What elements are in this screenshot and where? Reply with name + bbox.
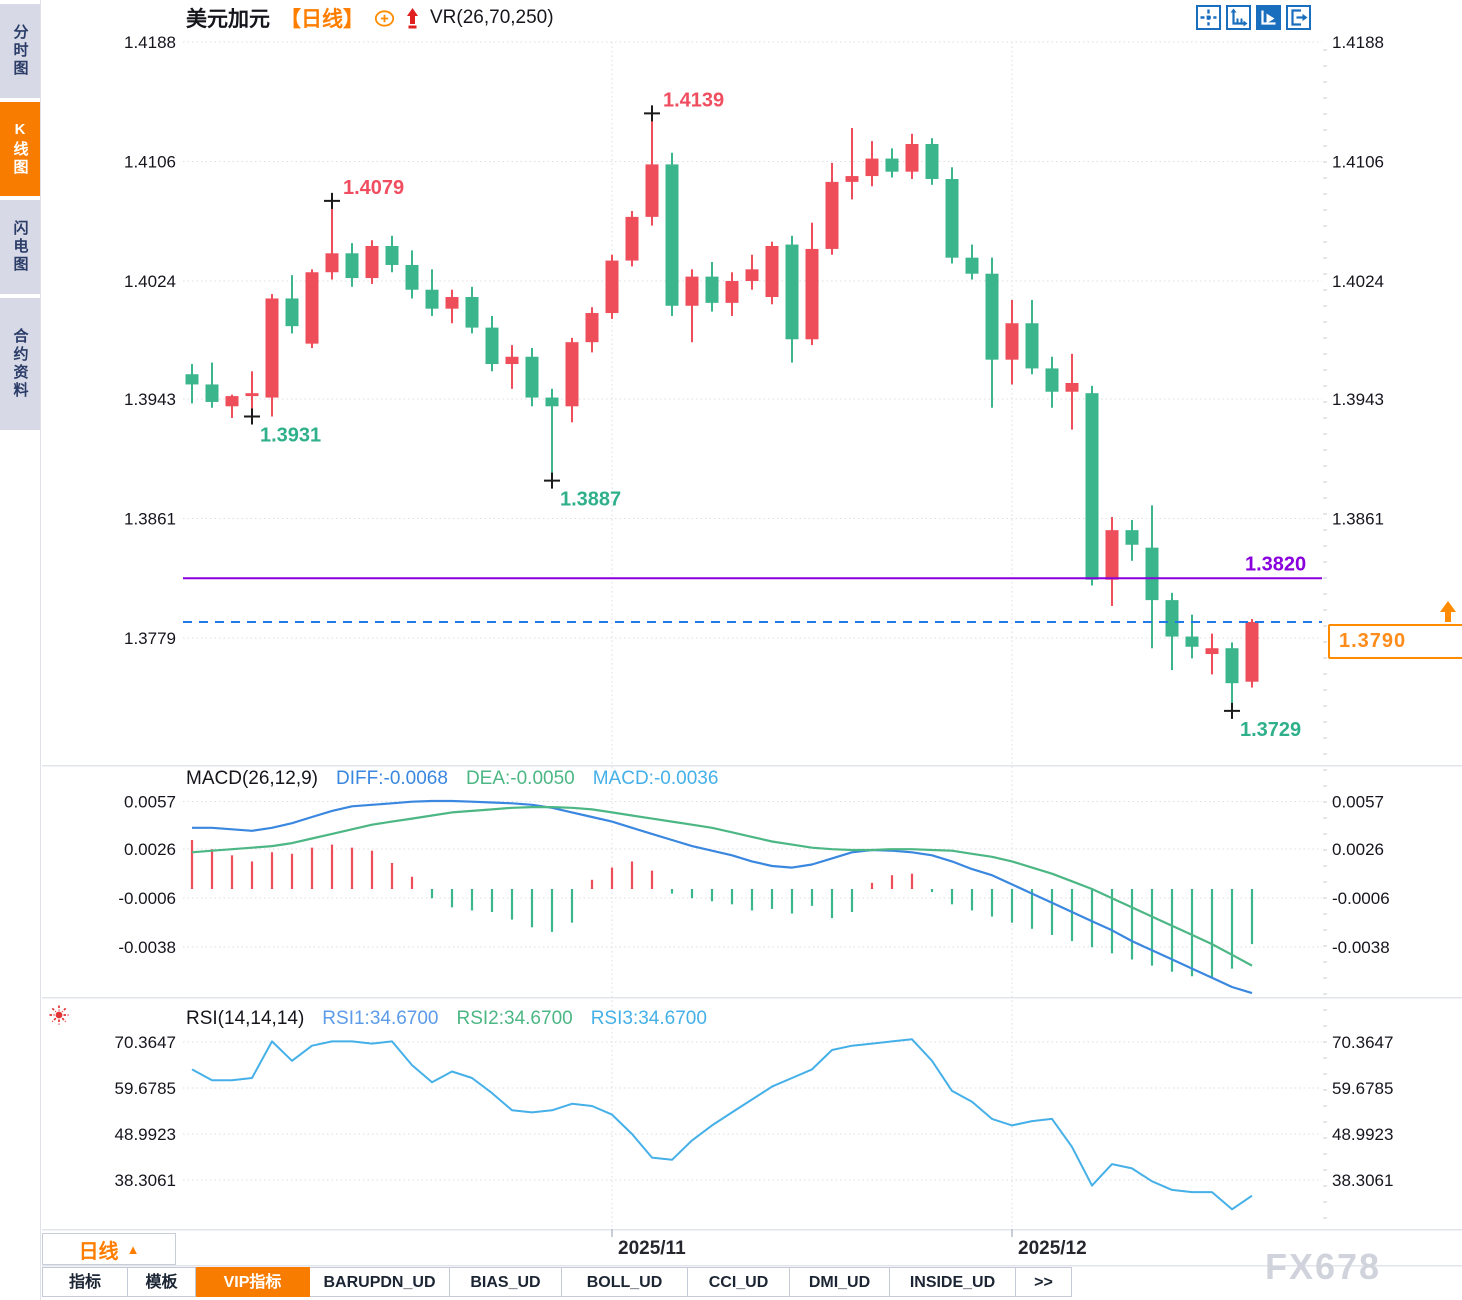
svg-text:1.4106: 1.4106 xyxy=(1332,152,1384,171)
alert-sun-icon[interactable] xyxy=(48,1004,70,1031)
auto-play-icon[interactable] xyxy=(1256,5,1281,30)
svg-text:0.0057: 0.0057 xyxy=(124,793,176,812)
svg-text:2025/12: 2025/12 xyxy=(1018,1238,1087,1259)
exit-right-icon[interactable] xyxy=(1286,5,1311,30)
svg-text:59.6785: 59.6785 xyxy=(1332,1079,1393,1098)
svg-text:1.3729: 1.3729 xyxy=(1240,719,1301,741)
svg-text:1.4024: 1.4024 xyxy=(1332,272,1384,291)
tab-boll-ud[interactable]: BOLL_UD xyxy=(562,1267,688,1297)
period-label: 日线 xyxy=(78,1240,119,1263)
sidebar-item-lightning-chart[interactable]: 闪电图 xyxy=(0,200,40,294)
tab-cci-ud[interactable]: CCI_UD xyxy=(688,1267,790,1297)
candles-layer xyxy=(185,113,1259,711)
svg-text:-0.0006: -0.0006 xyxy=(118,889,176,908)
symbol-title: 美元加元 xyxy=(186,8,270,31)
current-price-box: 1.3790 xyxy=(1328,624,1462,659)
svg-text:1.3931: 1.3931 xyxy=(260,425,321,447)
svg-text:1.3820: 1.3820 xyxy=(1245,553,1306,575)
svg-text:1.3779: 1.3779 xyxy=(124,629,176,648)
svg-text:0.0026: 0.0026 xyxy=(124,840,176,859)
svg-text:-0.0038: -0.0038 xyxy=(1332,938,1390,957)
annotations-layer: 1.4079 1.4139 1.3931 1.3887 1.3729 xyxy=(244,89,1301,741)
svg-text:1.4024: 1.4024 xyxy=(124,272,176,291)
macd-dea-value: DEA:-0.0050 xyxy=(465,768,575,789)
tab-barupdn-ud[interactable]: BARUPDN_UD xyxy=(310,1267,450,1297)
svg-text:1.4188: 1.4188 xyxy=(124,33,176,52)
svg-text:1.4106: 1.4106 xyxy=(124,152,176,171)
watermark: FX678 xyxy=(1265,1246,1382,1287)
svg-text:1.3943: 1.3943 xyxy=(124,390,176,409)
svg-text:38.3061: 38.3061 xyxy=(1332,1171,1393,1190)
rsi-layer xyxy=(191,1038,1253,1211)
tab-inside-ud[interactable]: INSIDE_UD xyxy=(890,1267,1016,1297)
up-arrow-icon xyxy=(405,7,420,30)
svg-text:0.0026: 0.0026 xyxy=(1332,840,1384,859)
price-up-arrow-icon xyxy=(1440,601,1456,612)
svg-text:1.3861: 1.3861 xyxy=(124,510,176,529)
tab-more[interactable]: >> xyxy=(1016,1267,1072,1297)
svg-text:0.0057: 0.0057 xyxy=(1332,793,1384,812)
rsi3-value: RSI3:34.6700 xyxy=(590,1008,707,1029)
current-price-value: 1.3790 xyxy=(1339,630,1407,652)
macd-title: MACD(26,12,9) xyxy=(186,768,318,789)
tab-templates[interactable]: 模板 xyxy=(128,1267,196,1297)
triangle-up-icon: ▲ xyxy=(126,1241,140,1257)
macd-header: MACD(26,12,9) DIFF:-0.0068 DEA:-0.0050 M… xyxy=(186,768,718,790)
svg-text:70.3647: 70.3647 xyxy=(1332,1033,1393,1052)
svg-text:48.9923: 48.9923 xyxy=(115,1125,176,1144)
crosshair-move-icon[interactable] xyxy=(1196,5,1221,30)
rsi-header: RSI(14,14,14) RSI1:34.6700 RSI2:34.6700 … xyxy=(186,1008,707,1030)
axis-scale-icon[interactable] xyxy=(1226,5,1251,30)
svg-text:48.9923: 48.9923 xyxy=(1332,1125,1393,1144)
svg-text:1.4079: 1.4079 xyxy=(343,177,404,199)
macd-hist-value: MACD:-0.0036 xyxy=(592,768,719,789)
gridlines xyxy=(42,41,1462,1267)
tab-indicators[interactable]: 指标 xyxy=(42,1267,128,1297)
axis-labels-layer: 1.4188 1.4188 1.4106 1.4106 1.4024 1.4024 1.39… xyxy=(115,33,1394,1259)
macd-layer xyxy=(190,799,1254,995)
svg-text:-0.0038: -0.0038 xyxy=(118,938,176,957)
svg-text:1.3943: 1.3943 xyxy=(1332,390,1384,409)
indicator-label[interactable]: VR(26,70,250) xyxy=(430,7,554,28)
svg-text:59.6785: 59.6785 xyxy=(115,1079,176,1098)
macd-diff-value: DIFF:-0.0068 xyxy=(336,768,448,789)
svg-text:38.3061: 38.3061 xyxy=(115,1171,176,1190)
period-tag[interactable]: 【日线】 xyxy=(280,8,364,31)
sidebar-item-contract-info[interactable]: 合约资料 xyxy=(0,298,40,430)
sidebar-item-time-chart[interactable]: 分时图 xyxy=(0,4,40,98)
tab-vip-indicators[interactable]: VIP指标 xyxy=(196,1267,310,1297)
tab-dmi-ud[interactable]: DMI_UD xyxy=(790,1267,890,1297)
svg-text:70.3647: 70.3647 xyxy=(115,1033,176,1052)
svg-text:1.4188: 1.4188 xyxy=(1332,33,1384,52)
rsi2-value: RSI2:34.6700 xyxy=(456,1008,573,1029)
svg-text:-0.0006: -0.0006 xyxy=(1332,889,1390,908)
svg-text:1.3887: 1.3887 xyxy=(560,489,621,511)
svg-text:1.4139: 1.4139 xyxy=(663,89,724,111)
sidebar: 分时图 K线图 闪电图 合约资料 xyxy=(0,0,41,1300)
add-indicator-icon[interactable] xyxy=(374,9,395,27)
chart-header: 美元加元 【日线】 VR(26,70,250) xyxy=(186,4,554,32)
period-selector-button[interactable]: 日线 ▲ xyxy=(42,1233,176,1265)
svg-text:2025/11: 2025/11 xyxy=(618,1238,686,1259)
rsi-title: RSI(14,14,14) xyxy=(186,1008,305,1029)
chart-toolbar xyxy=(1196,5,1311,30)
indicator-tab-bar: 指标 模板 VIP指标 BARUPDN_UD BIAS_UD BOLL_UD C… xyxy=(42,1267,1072,1297)
price-up-arrow-stem xyxy=(1445,611,1451,622)
rsi1-value: RSI1:34.6700 xyxy=(322,1008,439,1029)
level-lines-layer: 1.3820 xyxy=(183,553,1322,623)
svg-text:1.3861: 1.3861 xyxy=(1332,510,1384,529)
tab-bias-ud[interactable]: BIAS_UD xyxy=(450,1267,562,1297)
sidebar-item-kline-chart[interactable]: K线图 xyxy=(0,102,40,196)
